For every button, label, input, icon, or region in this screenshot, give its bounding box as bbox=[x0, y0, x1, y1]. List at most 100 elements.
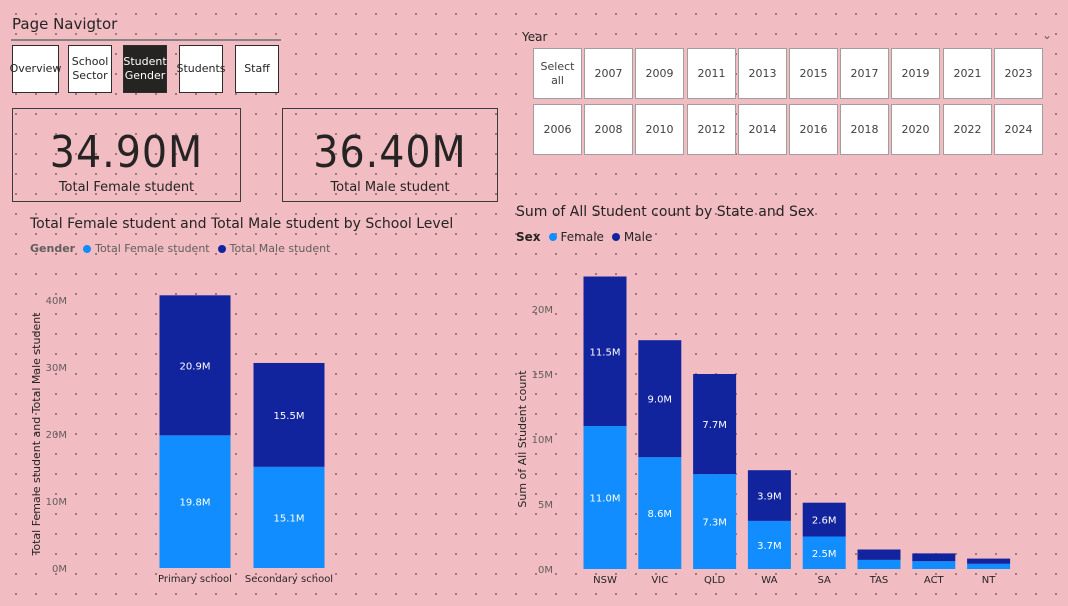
data-label: 7.7M bbox=[702, 420, 727, 431]
year-option-2013[interactable]: 2013 bbox=[738, 48, 787, 99]
year-option-2019[interactable]: 2019 bbox=[891, 48, 940, 99]
year-option-select-all[interactable]: Select all bbox=[533, 48, 582, 99]
year-option-2006[interactable]: 2006 bbox=[533, 104, 582, 155]
legend-item-male[interactable]: Total Male student bbox=[229, 242, 331, 255]
legend-dot-female bbox=[548, 233, 557, 241]
bar-female-wa[interactable] bbox=[747, 520, 791, 569]
bar-total-male-student-primary-school[interactable] bbox=[159, 295, 231, 436]
y-tick-label: 10M bbox=[46, 497, 67, 508]
bar-female-qld[interactable] bbox=[693, 474, 737, 569]
data-label: 20.9M bbox=[180, 361, 211, 372]
data-label: 15.5M bbox=[274, 411, 305, 422]
y-tick-label: 40M bbox=[46, 296, 67, 307]
female-total-card: 34.90M Total Female student bbox=[12, 108, 241, 202]
y-axis-label: Total Female student and Total Male stud… bbox=[30, 312, 43, 557]
y-axis-label: Sum of All Student count bbox=[516, 370, 529, 508]
y-tick-label: 10M bbox=[532, 435, 553, 446]
year-option-2020[interactable]: 2020 bbox=[891, 104, 940, 155]
nav-button-staff[interactable]: Staff bbox=[235, 45, 279, 93]
bar-male-nsw[interactable] bbox=[583, 276, 627, 427]
bar-male-wa[interactable] bbox=[747, 470, 791, 521]
year-option-2010[interactable]: 2010 bbox=[635, 104, 684, 155]
year-option-2023[interactable]: 2023 bbox=[994, 48, 1043, 99]
bar-female-nt[interactable] bbox=[967, 563, 1011, 569]
school-level-chart-legend: Gender Total Female student Total Male s… bbox=[30, 242, 330, 255]
data-label: 2.5M bbox=[812, 549, 837, 560]
y-tick-label: 20M bbox=[46, 430, 67, 441]
chevron-down-icon[interactable]: ⌄ bbox=[1042, 28, 1053, 42]
bar-female-act[interactable] bbox=[912, 561, 956, 569]
nav-button-overview[interactable]: Overview bbox=[10, 45, 61, 93]
bar-female-vic[interactable] bbox=[638, 457, 682, 569]
year-option-2007[interactable]: 2007 bbox=[584, 48, 633, 99]
legend-item-female[interactable]: Female bbox=[560, 230, 604, 244]
data-label: 2.6M bbox=[812, 516, 837, 527]
year-option-2022[interactable]: 2022 bbox=[943, 104, 992, 155]
legend-dot-female bbox=[83, 244, 92, 253]
data-label: 7.3M bbox=[702, 518, 727, 529]
x-tick-label: VIC bbox=[651, 575, 668, 586]
data-label: 15.1M bbox=[274, 513, 305, 524]
bar-male-qld[interactable] bbox=[693, 374, 737, 475]
nav-button-school-sector[interactable]: School Sector bbox=[68, 45, 112, 93]
navigator-underline bbox=[11, 39, 281, 41]
x-tick-label: Secondary school bbox=[245, 574, 333, 585]
x-tick-label: NSW bbox=[593, 575, 617, 586]
nav-button-students[interactable]: Students bbox=[176, 45, 226, 93]
bar-male-tas[interactable] bbox=[857, 549, 901, 560]
legend-dot-male bbox=[611, 233, 620, 241]
year-option-2009[interactable]: 2009 bbox=[635, 48, 684, 99]
year-option-2018[interactable]: 2018 bbox=[840, 104, 889, 155]
female-total-value: 34.90M bbox=[49, 127, 204, 178]
data-label: 11.5M bbox=[590, 347, 621, 358]
x-tick-label: WA bbox=[761, 575, 777, 586]
page-navigator-title: Page Navigtor bbox=[12, 15, 118, 33]
year-slicer-title: Year bbox=[522, 30, 548, 44]
state-chart-legend: Sex Female Male bbox=[516, 230, 652, 244]
bar-male-nt[interactable] bbox=[967, 558, 1011, 564]
x-tick-label: NT bbox=[982, 575, 996, 586]
year-option-2011[interactable]: 2011 bbox=[687, 48, 736, 99]
male-total-label: Total Male student bbox=[330, 180, 450, 195]
bar-total-male-student-secondary-school[interactable] bbox=[253, 362, 325, 467]
year-option-2015[interactable]: 2015 bbox=[789, 48, 838, 99]
male-total-card: 36.40M Total Male student bbox=[282, 108, 498, 202]
legend-dot-male bbox=[217, 244, 226, 253]
y-tick-label: 30M bbox=[46, 363, 67, 374]
legend-item-male[interactable]: Male bbox=[623, 230, 653, 244]
bar-female-tas[interactable] bbox=[857, 559, 901, 569]
year-option-2017[interactable]: 2017 bbox=[840, 48, 889, 99]
year-option-2016[interactable]: 2016 bbox=[789, 104, 838, 155]
x-tick-label: Primary school bbox=[158, 574, 232, 585]
bar-total-female-student-secondary-school[interactable] bbox=[253, 466, 325, 568]
y-tick-label: 20M bbox=[532, 305, 553, 316]
y-tick-label: 0M bbox=[52, 564, 67, 575]
bar-male-sa[interactable] bbox=[802, 502, 846, 537]
state-chart-title: Sum of All Student count by State and Se… bbox=[516, 204, 815, 220]
bar-male-act[interactable] bbox=[912, 553, 956, 562]
legend-item-female[interactable]: Total Female student bbox=[95, 242, 210, 255]
data-label: 3.9M bbox=[757, 492, 782, 503]
x-tick-label: TAS bbox=[869, 575, 889, 586]
nav-button-student-gender[interactable]: Student Gender bbox=[123, 45, 167, 93]
bar-total-female-student-primary-school[interactable] bbox=[159, 435, 231, 568]
data-label: 3.7M bbox=[757, 541, 782, 552]
data-label: 11.0M bbox=[590, 494, 621, 505]
state-chart: 0M 5M 10M 15M 20M Sum of All Student count 11.… bbox=[516, 276, 1011, 586]
x-tick-label: SA bbox=[818, 575, 832, 586]
y-tick-label: 15M bbox=[532, 370, 553, 381]
x-tick-label: ACT bbox=[924, 575, 945, 586]
year-option-2021[interactable]: 2021 bbox=[943, 48, 992, 99]
year-option-2024[interactable]: 2024 bbox=[994, 104, 1043, 155]
data-label: 8.6M bbox=[648, 509, 673, 520]
year-option-2008[interactable]: 2008 bbox=[584, 104, 633, 155]
bar-female-nsw[interactable] bbox=[583, 426, 627, 569]
bar-male-vic[interactable] bbox=[638, 340, 682, 458]
year-option-2012[interactable]: 2012 bbox=[687, 104, 736, 155]
school-level-chart-title: Total Female student and Total Male stud… bbox=[30, 216, 454, 232]
male-total-value: 36.40M bbox=[313, 127, 467, 178]
bar-female-sa[interactable] bbox=[802, 536, 846, 570]
year-option-2014[interactable]: 2014 bbox=[738, 104, 787, 155]
y-tick-label: 5M bbox=[538, 500, 553, 511]
